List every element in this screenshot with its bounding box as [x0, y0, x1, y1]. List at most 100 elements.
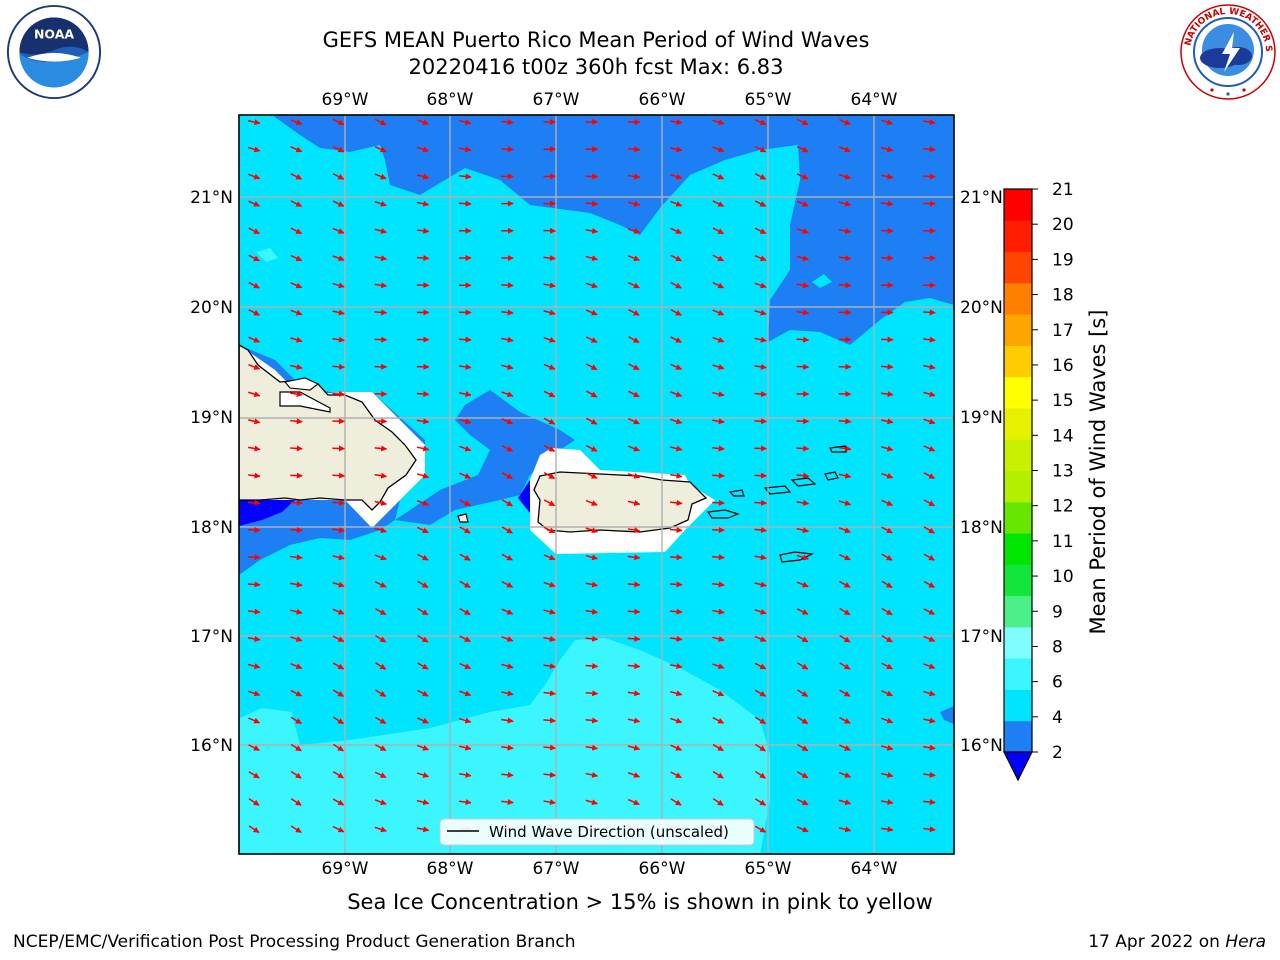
lat-label-left: 21°N: [190, 188, 233, 208]
wind-wave-arrow: [585, 255, 599, 262]
wind-wave-arrow: [669, 554, 683, 561]
wind-wave-arrow: [712, 119, 725, 126]
wind-wave-arrow: [374, 744, 387, 752]
wind-wave-arrow: [332, 608, 345, 615]
wind-wave-arrow: [712, 717, 725, 724]
wind-wave-arrow: [416, 391, 430, 398]
wind-wave-arrow: [543, 717, 556, 724]
colorbar-segment: [1004, 189, 1032, 221]
wind-wave-arrow: [332, 282, 345, 289]
colorbar: 2 4 6 8 9 10 11 12 13 14 15 16 17 18 19 20 21: [1003, 180, 1074, 782]
wind-wave-arrow: [290, 663, 303, 670]
wind-wave-arrow: [839, 744, 851, 751]
colorbar-segment: [1004, 345, 1032, 378]
wind-wave-arrow: [374, 228, 387, 234]
wind-wave-arrow: [458, 391, 472, 398]
wind-wave-arrow: [754, 716, 766, 725]
wind-wave-arrow: [290, 581, 303, 588]
wind-wave-arrow: [290, 798, 302, 806]
wind-wave-arrow: [881, 445, 894, 452]
wind-wave-arrow: [247, 445, 261, 452]
wind-wave-arrow: [585, 363, 598, 371]
wind-wave-arrow: [585, 309, 598, 316]
chart-title: GEFS MEAN Puerto Rico Mean Period of Win…: [322, 28, 870, 52]
wind-wave-arrow: [374, 581, 387, 588]
wind-wave-arrow: [416, 826, 430, 833]
wind-wave-arrow: [332, 363, 345, 370]
wind-wave-arrow: [923, 418, 936, 425]
wind-wave-arrow: [627, 690, 641, 697]
wind-wave-arrow: [839, 689, 851, 697]
wind-wave-arrow: [628, 363, 640, 371]
wind-wave-arrow: [416, 744, 429, 751]
wind-wave-arrow: [838, 799, 852, 806]
wind-wave-arrow: [838, 418, 852, 425]
wind-wave-arrow: [923, 472, 936, 480]
wind-wave-arrow: [754, 173, 767, 180]
colorbar-segment: [1004, 282, 1032, 315]
wind-wave-arrow: [416, 499, 429, 506]
wind-wave-arrow: [375, 662, 387, 670]
wind-wave-arrow: [501, 581, 514, 588]
wind-wave-arrow: [501, 282, 514, 289]
wind-wave-arrow: [585, 717, 599, 724]
colorbar-segment: [1004, 720, 1032, 753]
wind-wave-arrow: [459, 445, 472, 452]
wind-wave-arrow: [754, 309, 767, 316]
wind-wave-arrow: [459, 580, 471, 589]
colorbar-tick-label: 8: [1052, 637, 1063, 657]
wind-wave-arrow: [459, 662, 472, 670]
wind-wave-arrow: [290, 825, 302, 834]
colorbar-segment: [1004, 407, 1032, 440]
wind-wave-arrow: [374, 771, 387, 779]
colorbar-tick-label: 18: [1052, 286, 1074, 306]
wind-wave-arrow: [332, 554, 345, 561]
wind-wave-arrow: [627, 772, 641, 778]
wind-wave-arrow: [459, 607, 471, 616]
wind-wave-arrow: [290, 716, 302, 725]
wind-wave-arrow: [374, 309, 388, 316]
map-plot-area: [239, 115, 954, 854]
lat-label-left: 18°N: [190, 518, 233, 538]
wind-wave-arrow: [374, 826, 387, 833]
wind-wave-arrow: [627, 554, 641, 561]
lon-label-top: 69°W: [322, 90, 369, 110]
colorbar-tick-label: 21: [1052, 180, 1074, 200]
wind-wave-arrow: [923, 717, 936, 724]
wave-period-patch-west: [256, 248, 278, 262]
wind-wave-arrow: [247, 581, 261, 588]
wind-wave-arrow: [332, 743, 344, 752]
wind-wave-arrow: [881, 580, 893, 589]
wind-wave-arrow: [417, 689, 429, 697]
wind-wave-arrow: [543, 471, 556, 480]
wind-wave-arrow: [459, 553, 471, 561]
wind-wave-arrow: [670, 690, 683, 697]
colorbar-tick-label: 2: [1052, 743, 1063, 763]
wind-wave-arrow: [290, 146, 303, 153]
wind-wave-arrow: [543, 554, 556, 561]
wind-wave-arrow: [458, 119, 472, 126]
colorbar-segment: [1004, 501, 1032, 534]
wind-wave-arrow: [585, 554, 598, 561]
wind-wave-arrow: [754, 363, 767, 370]
wind-wave-arrow: [796, 118, 809, 126]
wind-wave-arrow: [543, 417, 556, 425]
wind-wave-arrow: [923, 499, 935, 507]
wind-wave-arrow: [248, 798, 260, 806]
wind-wave-arrow: [417, 553, 429, 561]
wind-wave-arrow: [923, 608, 936, 615]
wind-wave-arrow: [838, 527, 851, 534]
wind-wave-arrow: [754, 145, 767, 153]
lat-label-left: 16°N: [190, 736, 233, 756]
wind-wave-arrow: [585, 444, 598, 452]
wind-wave-arrow: [585, 227, 599, 234]
wind-wave-arrow: [543, 255, 556, 262]
wind-wave-arrow: [923, 309, 936, 316]
wind-wave-arrow: [248, 717, 261, 724]
chart-subtitle: 20220416 t00z 360h fcst Max: 6.83: [408, 55, 784, 79]
lon-label-bottom: 68°W: [427, 859, 474, 879]
wind-wave-arrow: [754, 662, 767, 670]
wind-wave-arrow: [290, 636, 303, 642]
wind-wave-arrow: [796, 282, 810, 289]
wind-wave-arrow: [712, 200, 725, 207]
